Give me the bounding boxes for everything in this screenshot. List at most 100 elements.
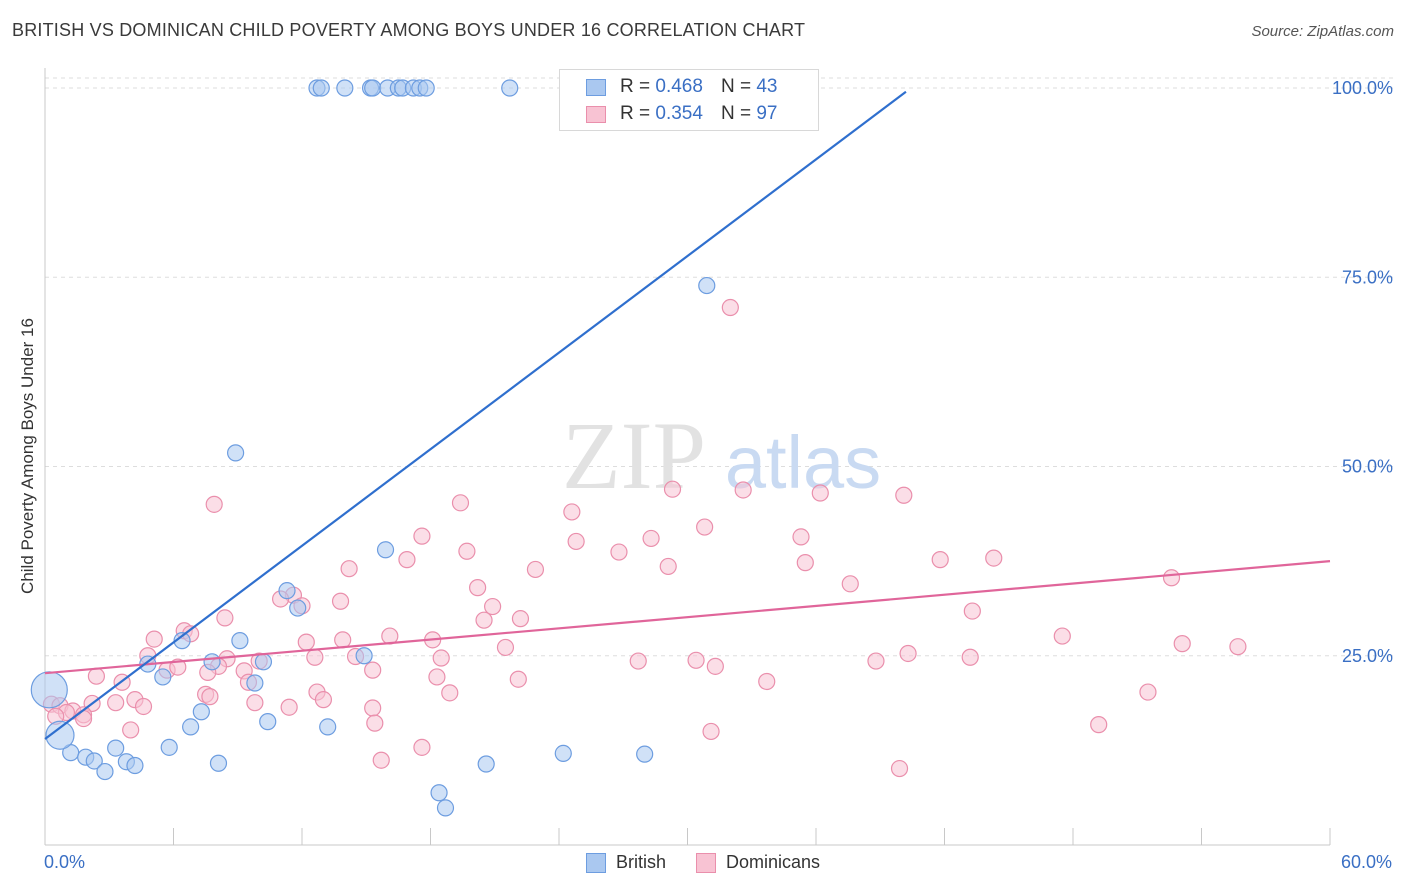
british-r-value: 0.468 [655, 76, 703, 97]
british-point [160, 738, 178, 756]
legend-item-british[interactable]: British [585, 852, 666, 873]
r-label: R = [620, 76, 651, 97]
dominicans-point [1173, 635, 1191, 653]
dominicans-point [563, 503, 581, 521]
british-point [173, 632, 191, 650]
dominicans-point [867, 652, 885, 670]
x-tick-max: 60.0% [1340, 852, 1392, 872]
british-point [259, 713, 277, 731]
dominicans-point [1053, 627, 1071, 645]
british-point [417, 79, 435, 97]
british-n-value: 43 [756, 76, 778, 97]
dominicans-point [721, 298, 739, 317]
dominicans-point [895, 486, 913, 504]
british-point [376, 541, 395, 559]
gridlines [45, 77, 1393, 657]
dominicans-point [629, 652, 647, 670]
dominicans-point [306, 648, 324, 666]
dominicans-point [280, 698, 298, 716]
british-point [30, 671, 68, 709]
dominicans-point [509, 670, 527, 688]
dominicans-point [413, 527, 431, 545]
trend-lines [44, 90, 1331, 740]
dominicans-point [441, 684, 459, 702]
dominicans-point [364, 661, 382, 679]
british-point [154, 668, 172, 686]
dominicans-point [792, 528, 810, 546]
dominicans-trend-line [44, 560, 1331, 675]
dominicans-point [413, 738, 431, 756]
dominicans-point [475, 611, 493, 629]
dominicans-point [297, 633, 315, 651]
dominicans-point [469, 579, 487, 597]
dominicans-point [931, 551, 949, 569]
dominicans-point [205, 495, 223, 513]
british-point [85, 752, 103, 770]
legend-item-dominicans[interactable]: Dominicans [695, 852, 820, 873]
x-tick-min: 0.0% [44, 852, 86, 872]
dominicans-point [372, 751, 390, 769]
zipatlas-watermark: ZIP atlas [562, 402, 881, 509]
dominicans-point [890, 759, 909, 778]
dominicans-point [687, 651, 705, 669]
british-point [436, 799, 455, 817]
dominicans-point [432, 649, 450, 667]
dominicans-point [1090, 716, 1108, 734]
british-point [209, 754, 228, 772]
dominicans-point [364, 699, 382, 717]
dominicans-point [961, 648, 979, 666]
dominicans-point [526, 560, 545, 579]
british-point [289, 599, 307, 617]
british-point [254, 653, 273, 671]
british-point [355, 647, 373, 665]
british-point [203, 653, 221, 671]
dominicans-point [216, 609, 234, 627]
dominicans-r-value: 0.354 [655, 103, 703, 124]
british-point [554, 744, 572, 763]
dominicans-point [458, 542, 476, 560]
dominicans-point [734, 481, 752, 499]
british-point [96, 762, 114, 781]
y-tick-label: 25.0% [1342, 646, 1393, 666]
british-point [182, 718, 200, 736]
dominicans-swatch [695, 852, 716, 873]
r-label: R = [620, 103, 651, 124]
dominicans-point [796, 554, 814, 572]
dominicans-point [663, 480, 682, 498]
dominicans-point [331, 592, 350, 610]
legend-label-british: British [615, 852, 666, 872]
dominicans-points [42, 298, 1247, 778]
dominicans-point [899, 644, 917, 663]
british-swatch [585, 852, 606, 873]
dominicans-point [1139, 683, 1157, 701]
dominicans-point [314, 691, 333, 709]
dominicans-point [484, 597, 502, 616]
axes [44, 68, 1331, 846]
dominicans-point [169, 658, 187, 676]
british-trend-line [44, 90, 907, 740]
british-point [107, 739, 125, 757]
british-point [430, 784, 448, 802]
chart-title: BRITISH VS DOMINICAN CHILD POVERTY AMONG… [12, 20, 806, 40]
british-swatch [586, 78, 606, 96]
dominicans-point [642, 529, 660, 548]
dominicans-point [451, 494, 470, 512]
watermark-zip: ZIP [562, 402, 706, 509]
british-point [192, 703, 210, 721]
dominicans-point [334, 631, 352, 649]
dominicans-point [340, 560, 358, 578]
series-legend: British Dominicans [0, 852, 1406, 873]
dominicans-point [963, 602, 981, 620]
y-tick-labels: 25.0% 50.0% 75.0% 100.0% [1332, 78, 1393, 666]
dominicans-point [145, 630, 163, 648]
y-tick-label: 100.0% [1332, 78, 1393, 98]
british-point [319, 718, 337, 736]
dominicans-point [1162, 569, 1181, 587]
dominicans-point [758, 672, 776, 691]
source-credit: Source: ZipAtlas.com [1251, 23, 1394, 40]
dominicans-point [610, 543, 628, 561]
dominicans-point [841, 575, 859, 593]
y-tick-label: 50.0% [1342, 457, 1393, 477]
y-tick-label: 75.0% [1342, 267, 1393, 287]
